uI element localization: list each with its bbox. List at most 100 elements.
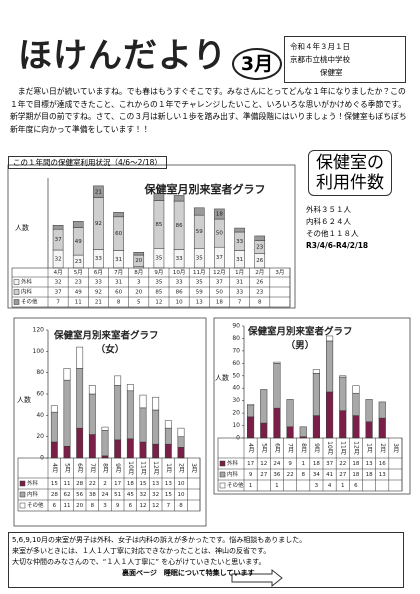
y-axis-label: 人数: [15, 223, 29, 232]
bar-segment: [52, 225, 64, 230]
x-tick-label: 5月: [74, 269, 83, 276]
bar-segment: [339, 410, 347, 439]
y-tick-label: 30: [232, 397, 240, 404]
x-tick-label: 2月: [255, 269, 264, 276]
y-tick-label: 80: [232, 335, 240, 342]
bar-segment: [113, 212, 124, 218]
bar-segment: [88, 393, 96, 435]
y-tick-label: 60: [36, 391, 44, 398]
chart-title: 保健室月別来室者グラフ: [53, 330, 159, 342]
table-value: 10: [176, 300, 183, 306]
table-value: 28: [76, 481, 83, 487]
legend-label: 外科: [227, 459, 239, 467]
table-value: 41: [326, 472, 333, 478]
bar-segment: [173, 195, 185, 202]
table-value: 8: [302, 472, 306, 478]
bar-segment: [339, 376, 347, 411]
table-value: 8: [258, 300, 262, 306]
bar-segment: [254, 235, 266, 241]
bar-segment: [273, 361, 281, 364]
bar-segment: [260, 389, 268, 424]
table-value: 15: [51, 481, 58, 487]
bar-segment: [50, 411, 58, 443]
bar-segment: [312, 415, 320, 439]
x-tick-label: 4月: [247, 443, 254, 454]
bar-segment: [126, 390, 134, 440]
bar-segment: [164, 427, 172, 445]
y-tick-label: 100: [33, 348, 45, 355]
table-value: 8: [179, 503, 183, 509]
bar-segment: [164, 443, 172, 459]
table-value: 18: [216, 300, 223, 306]
bar-segment: [139, 441, 147, 459]
bar-segment: [93, 185, 104, 198]
bar-segment: [88, 434, 96, 459]
table-value: 85: [155, 290, 162, 296]
bar-value-label: 33: [176, 256, 183, 262]
table-value: 17: [114, 481, 121, 487]
bar-value-label: 85: [155, 222, 162, 228]
table-value: 11: [64, 481, 71, 487]
table-value: 22: [287, 472, 294, 478]
summary-period: R3/4/6-R4/2/18: [306, 241, 369, 250]
bar-segment: [101, 430, 109, 457]
table-value: 21: [95, 300, 102, 306]
table-value: 15: [140, 481, 147, 487]
table-value: 49: [75, 290, 82, 296]
table-value: 33: [236, 290, 243, 296]
bar-segment: [153, 193, 165, 201]
table-value: 22: [339, 461, 346, 467]
month-badge: 3月: [232, 48, 282, 80]
bar-segment: [152, 409, 160, 445]
table-value: 11: [75, 300, 82, 306]
x-tick-label: 3月: [190, 463, 197, 474]
bar-value-label: 23: [256, 244, 263, 250]
x-tick-label: 7月: [89, 463, 96, 474]
bar-segment: [139, 394, 147, 409]
x-tick-label: 6月: [94, 269, 103, 276]
table-value: 7: [167, 503, 171, 509]
y-axis-label: 人数: [215, 373, 229, 382]
table-value: 3: [315, 483, 319, 489]
x-tick-label: 10月: [173, 269, 186, 276]
note-line: 来室が多いときには、１人１人丁寧に対応できなかったことは、神山の反省です。: [12, 547, 271, 555]
chart-frame: [213, 317, 411, 495]
table-value: 12: [140, 503, 147, 509]
table-value: 31: [236, 280, 243, 286]
bar-value-label: 21: [95, 189, 102, 195]
table-value: 20: [135, 290, 142, 296]
bar-segment: [312, 373, 320, 416]
table-value: 37: [55, 290, 62, 296]
bar-segment: [286, 399, 294, 428]
table-value: 27: [260, 472, 267, 478]
bar-segment: [139, 407, 147, 443]
y-tick-label: 120: [33, 327, 45, 334]
x-tick-label: 4月: [54, 269, 63, 276]
bar-segment: [299, 426, 307, 438]
legend-label: その他: [21, 298, 38, 306]
table-value: 24: [273, 461, 280, 467]
table-value: 32: [55, 280, 62, 286]
legend-swatch: [219, 471, 226, 478]
bar-segment: [193, 207, 205, 216]
summary-item: 内科６２４人: [306, 217, 351, 226]
chart-frame: [7, 164, 296, 309]
x-tick-label: 2月: [178, 463, 185, 474]
section-label: この１年間の保健室利用状況（4/6〜2/18）: [8, 156, 167, 169]
bar-segment: [50, 405, 58, 413]
bar-segment: [352, 392, 360, 416]
bar-value-label: 86: [176, 223, 183, 229]
summary-item: その他１１８人: [306, 229, 359, 238]
x-tick-label: 12月: [352, 441, 359, 456]
summary-title: 保健室の利用件数: [308, 150, 392, 196]
bar-segment: [286, 426, 294, 439]
bar-segment: [214, 208, 225, 220]
table-value: 50: [216, 290, 223, 296]
summary-item: 外科３５１人: [306, 205, 351, 214]
bar-segment: [114, 375, 122, 386]
table-value: 7: [56, 300, 60, 306]
table-value: 22: [89, 481, 96, 487]
table-value: 59: [196, 290, 203, 296]
table-value: 6: [354, 483, 358, 489]
